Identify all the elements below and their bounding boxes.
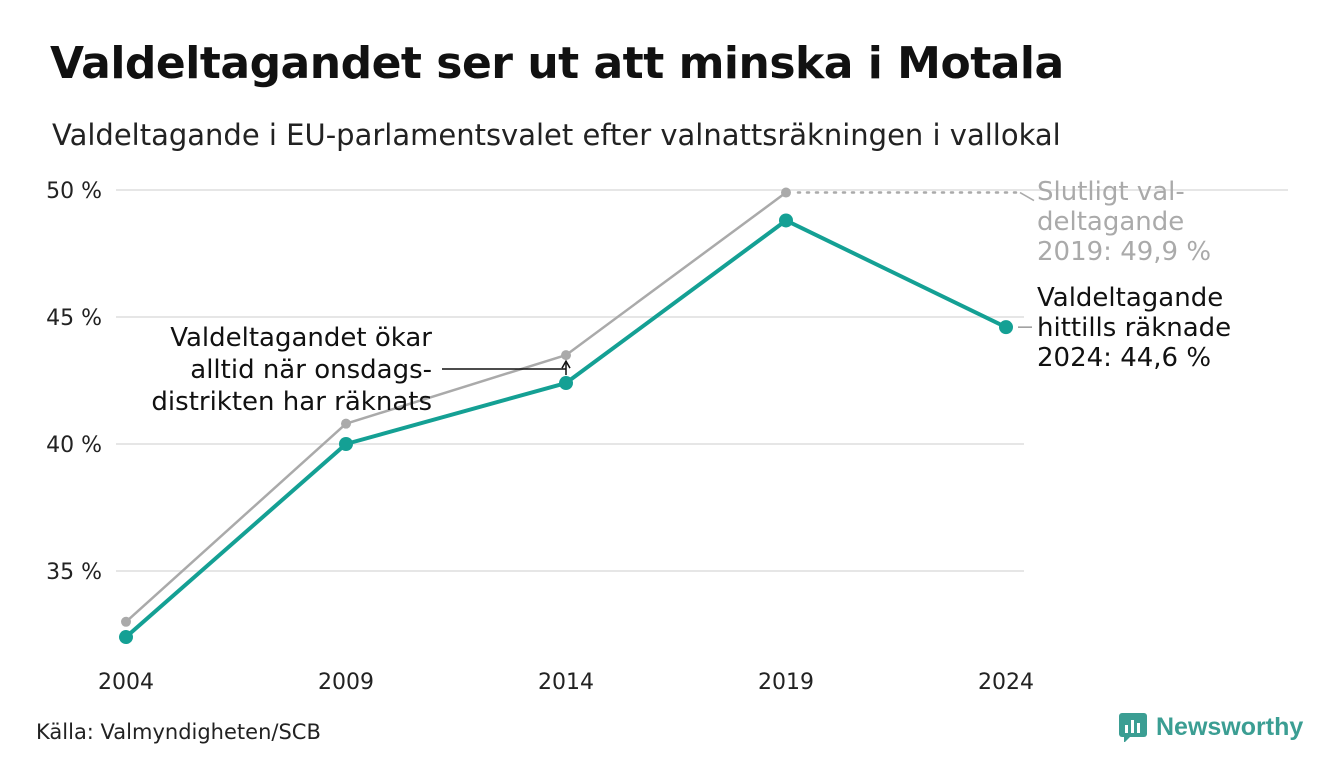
- logo-icon: [1119, 713, 1147, 742]
- final-label-line: Slutligt val-: [1037, 177, 1185, 207]
- final-label-line: deltagande: [1037, 207, 1184, 237]
- counted-label-line: hittills räknade: [1037, 313, 1231, 343]
- data-point-final: [341, 418, 351, 429]
- x-tick-label: 2009: [318, 670, 374, 695]
- note-arrow-head: [561, 359, 571, 369]
- x-tick-label: 2004: [98, 670, 154, 695]
- data-point-final: [781, 187, 791, 198]
- data-point-counted: [779, 213, 793, 228]
- data-point-counted: [999, 320, 1013, 335]
- brand-name: Newsworthy: [1156, 712, 1304, 741]
- data-point-final: [561, 350, 571, 361]
- data-point-counted: [339, 437, 353, 451]
- x-tick-label: 2014: [538, 670, 594, 695]
- y-tick-label: 40 %: [46, 433, 102, 458]
- data-point-final: [121, 616, 131, 627]
- x-tick-label: 2019: [758, 670, 814, 695]
- y-tick-label: 50 %: [46, 179, 102, 204]
- final-label-line: 2019: 49,9 %: [1037, 237, 1211, 267]
- x-tick-label: 2024: [978, 670, 1034, 695]
- newsworthy-logo: Newsworthy: [1118, 712, 1303, 742]
- chart-title: Valdeltagandet ser ut att minska i Motal…: [50, 38, 1064, 89]
- final-label-leader: [1019, 191, 1035, 202]
- note-line: Valdeltagandet ökar: [170, 323, 432, 353]
- chart-subtitle: Valdeltagande i EU-parlamentsvalet efter…: [52, 118, 1061, 152]
- note-line: alltid när onsdags-: [190, 355, 432, 385]
- series-line-counted: [124, 218, 1007, 639]
- series-line-final: [125, 191, 787, 623]
- counted-label-line: 2024: 44,6 %: [1037, 343, 1211, 373]
- y-tick-label: 35 %: [46, 560, 102, 585]
- note-line: distrikten har räknats: [151, 387, 432, 417]
- counted-label-line: Valdeltagande: [1037, 283, 1223, 313]
- data-point-counted: [119, 630, 133, 645]
- data-point-counted: [559, 376, 573, 391]
- y-tick-label: 45 %: [46, 306, 102, 331]
- source-note: Källa: Valmyndigheten/SCB: [36, 720, 321, 744]
